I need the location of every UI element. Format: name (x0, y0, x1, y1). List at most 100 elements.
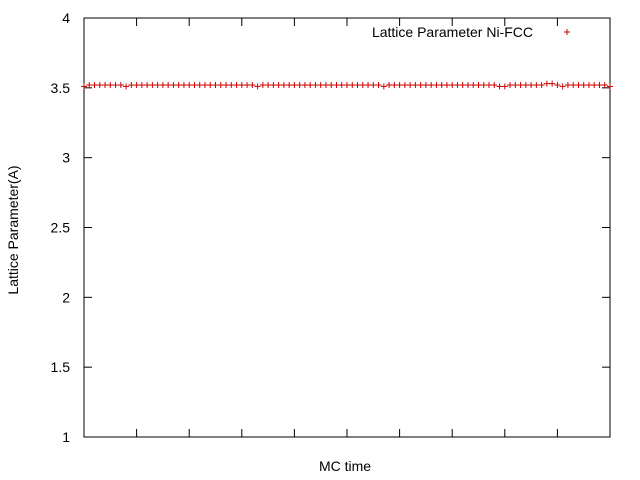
data-point (344, 82, 350, 89)
data-point (422, 82, 429, 89)
data-point (359, 82, 366, 89)
plot-border (83, 17, 611, 438)
data-point (543, 80, 550, 87)
data-point (607, 83, 613, 90)
data-point (312, 82, 319, 89)
data-point (491, 82, 498, 89)
data-point (601, 82, 608, 89)
data-point (480, 82, 487, 89)
data-point (396, 82, 403, 89)
data-point (349, 82, 356, 89)
data-point (86, 82, 93, 89)
data-point (559, 83, 566, 90)
data-point (138, 82, 145, 89)
data-point (286, 82, 293, 89)
data-point (386, 82, 393, 89)
data-point (322, 82, 329, 89)
data-point (354, 82, 361, 89)
data-point (254, 83, 261, 90)
data-point (175, 82, 182, 89)
data-point (301, 82, 308, 89)
data-point (112, 82, 119, 89)
data-point (102, 82, 109, 89)
data-point (433, 82, 440, 89)
legend-label: Lattice Parameter Ni-FCC (372, 24, 533, 40)
y-tick-label: 2.5 (51, 220, 71, 236)
data-point (470, 82, 477, 89)
data-point (549, 80, 556, 87)
data-point (496, 83, 503, 90)
data-point (538, 82, 545, 89)
data-point (196, 82, 203, 89)
data-point (317, 82, 324, 89)
data-point (370, 82, 377, 89)
data-point (454, 82, 461, 89)
data-point (338, 82, 345, 89)
data-point (291, 82, 298, 89)
y-tick-label: 1.5 (51, 359, 71, 375)
data-point (144, 82, 151, 89)
data-point (412, 82, 419, 89)
data-point (81, 83, 87, 90)
data-point (149, 82, 156, 89)
data-point (296, 82, 303, 89)
data-point (580, 82, 587, 89)
data-point (207, 82, 214, 89)
y-tick-label: 3.5 (51, 80, 71, 96)
data-point (522, 82, 529, 89)
data-point (244, 82, 251, 89)
data-point (570, 82, 577, 89)
data-point (238, 82, 245, 89)
data-point (512, 82, 519, 89)
y-tick-label: 2 (62, 289, 70, 305)
y-axis-label: Lattice Parameter(A) (5, 165, 21, 294)
legend-marker (564, 29, 570, 35)
data-point (591, 82, 598, 89)
y-tick-label: 4 (62, 10, 70, 26)
y-axis: 1 1.5 2 2.5 3 3.5 4 (51, 10, 610, 445)
data-point (380, 83, 387, 90)
data-point (443, 82, 450, 89)
data-point (280, 82, 287, 89)
y-tick-label: 3 (62, 150, 70, 166)
data-point (533, 82, 540, 89)
data-point (107, 82, 114, 89)
data-point (223, 82, 230, 89)
data-point (265, 82, 272, 89)
x-axis-label: MC time (319, 458, 371, 474)
data-point (91, 82, 98, 89)
data-point (154, 82, 161, 89)
data-point (270, 82, 277, 89)
data-point (233, 82, 240, 89)
data-point (507, 82, 514, 89)
data-point (596, 82, 603, 89)
data-point (486, 82, 493, 89)
data-point (585, 82, 592, 89)
data-point (575, 82, 582, 89)
data-point (123, 83, 130, 90)
data-point (401, 82, 408, 89)
y-tick-label: 1 (62, 429, 70, 445)
data-point (375, 82, 382, 89)
data-point (328, 82, 335, 89)
data-point (275, 82, 282, 89)
legend: Lattice Parameter Ni-FCC (372, 24, 570, 40)
data-point (365, 82, 372, 89)
data-point (133, 82, 140, 89)
data-point (217, 82, 224, 89)
data-point (249, 82, 256, 89)
data-point (191, 82, 198, 89)
x-axis (83, 18, 611, 437)
data-point (333, 82, 340, 89)
data-point (501, 83, 508, 90)
data-point (391, 82, 398, 89)
data-point (96, 82, 103, 89)
data-point (212, 82, 219, 89)
data-point (459, 82, 466, 89)
data-point (180, 82, 187, 89)
data-point (475, 82, 482, 89)
data-point (201, 82, 208, 89)
data-point (307, 82, 314, 89)
data-point (428, 82, 435, 89)
